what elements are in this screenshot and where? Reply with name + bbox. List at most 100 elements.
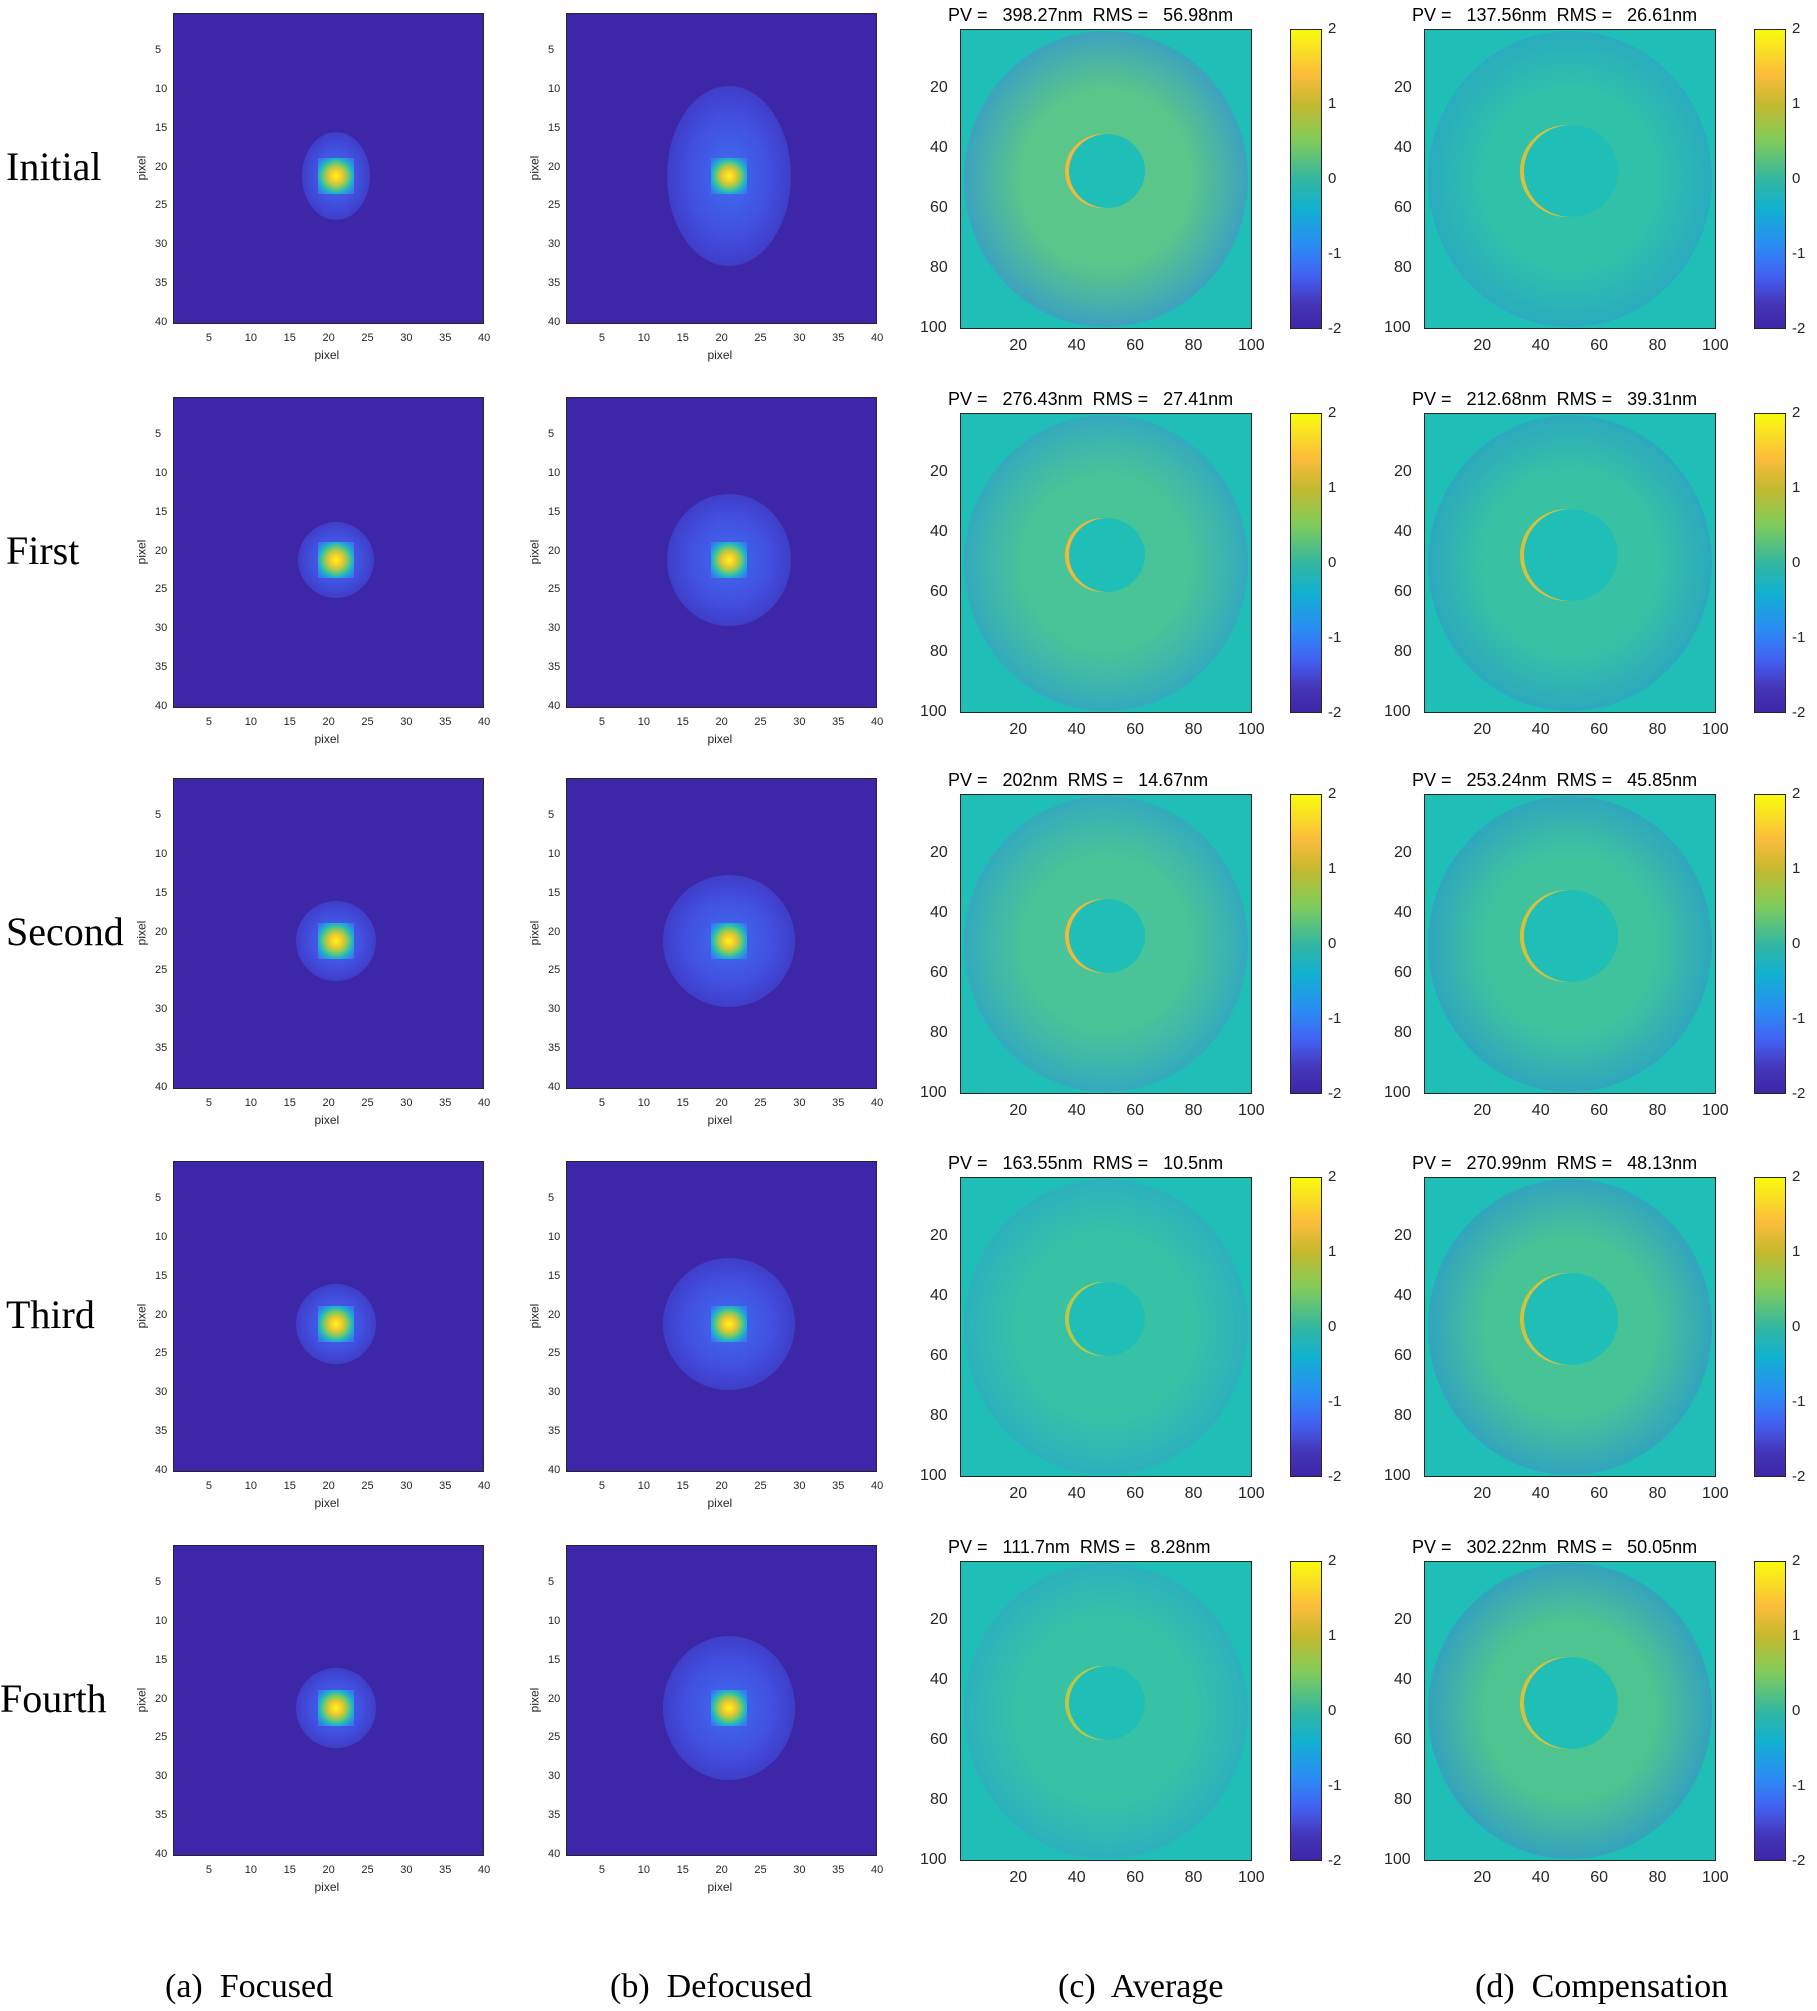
y-tick: 25: [155, 199, 168, 212]
x-tick: 80: [1648, 1869, 1667, 1886]
x-tick: 20: [715, 332, 728, 344]
x-axis-label: pixel: [314, 348, 340, 362]
x-tick: 20: [1009, 1485, 1028, 1502]
y-tick: 20: [548, 1308, 561, 1321]
average-title: PV = 276.43nm RMS = 27.41nm: [948, 389, 1234, 409]
x-tick: 20: [715, 1864, 728, 1876]
x-tick: 25: [361, 1864, 374, 1876]
x-axis-label: pixel: [314, 1880, 340, 1894]
x-tick: 15: [676, 1864, 689, 1876]
y-tick: 100: [1384, 1084, 1411, 1101]
x-tick: 5: [598, 332, 605, 344]
central-obscuration: [1524, 1273, 1618, 1365]
y-tick: 100: [1384, 703, 1411, 720]
y-tick: 20: [1394, 1611, 1412, 1628]
y-tick: 20: [548, 544, 561, 557]
y-tick: 20: [155, 925, 168, 938]
average-wavefront-map: [960, 413, 1252, 713]
y-tick: 15: [548, 1269, 561, 1282]
y-tick: 40: [548, 316, 561, 328]
colorbar-tick: -2: [1792, 1085, 1806, 1102]
x-tick: 40: [1531, 1485, 1550, 1502]
colorbar-tick: -2: [1792, 1468, 1806, 1485]
y-tick: 40: [548, 1848, 561, 1860]
compensation-wavefront-map: [1424, 794, 1716, 1094]
psf-peak: [317, 157, 354, 194]
x-tick: 40: [1067, 1485, 1086, 1502]
x-tick: 60: [1126, 1485, 1144, 1502]
psf-peak: [317, 922, 354, 959]
x-tick: 80: [1184, 1485, 1203, 1502]
y-tick: 100: [1384, 319, 1411, 336]
y-tick: 15: [155, 886, 168, 899]
row-label: Fourth: [0, 1676, 107, 1721]
x-tick: 25: [754, 1097, 767, 1109]
colorbar-tick: 2: [1792, 20, 1801, 37]
y-tick: 60: [930, 1731, 948, 1748]
x-tick: 100: [1238, 1869, 1265, 1886]
x-tick: 40: [1531, 1102, 1550, 1119]
x-tick: 25: [754, 1864, 767, 1876]
y-tick: 10: [548, 466, 561, 479]
row-label: Third: [6, 1292, 95, 1337]
x-tick: 30: [400, 1097, 413, 1109]
x-tick: 80: [1184, 721, 1203, 738]
psf-peak: [710, 1689, 747, 1726]
y-tick: 15: [548, 121, 561, 134]
compensation-wavefront-map: [1424, 1561, 1716, 1861]
average-title: PV = 163.55nm RMS = 10.5nm: [948, 1153, 1224, 1173]
y-tick: 20: [548, 160, 561, 173]
y-tick: 40: [1394, 904, 1412, 921]
y-tick: 25: [155, 583, 168, 596]
x-tick: 25: [754, 332, 767, 344]
y-tick: 80: [1394, 643, 1412, 660]
y-tick: 40: [548, 1464, 561, 1476]
focused-psf-image: [173, 778, 484, 1089]
y-tick: 40: [1394, 139, 1412, 156]
compensation-title: PV = 212.68nm RMS = 39.31nm: [1412, 389, 1698, 409]
x-tick: 30: [793, 716, 806, 728]
x-tick: 25: [361, 1097, 374, 1109]
focused-psf-image: [173, 1545, 484, 1856]
colorbar-tick: -1: [1328, 1777, 1342, 1794]
y-tick: 5: [548, 1575, 555, 1588]
x-tick: 20: [1009, 1869, 1028, 1886]
x-tick: 20: [1473, 1869, 1492, 1886]
y-tick: 30: [155, 622, 168, 635]
compensation-colorbar: [1754, 413, 1786, 713]
average-colorbar: [1290, 794, 1322, 1094]
compensation-colorbar: [1754, 794, 1786, 1094]
y-tick: 40: [930, 1287, 948, 1304]
x-axis-label: pixel: [707, 1496, 733, 1510]
x-tick: 20: [715, 716, 728, 728]
y-tick: 100: [920, 703, 947, 720]
focused-psf-image: [173, 397, 484, 708]
colorbar-tick: -1: [1792, 245, 1806, 262]
x-tick: 10: [244, 716, 257, 728]
x-tick: 35: [832, 1480, 845, 1492]
x-tick: 100: [1702, 337, 1729, 354]
y-tick: 60: [930, 199, 948, 216]
x-tick: 30: [400, 716, 413, 728]
x-tick: 25: [361, 332, 374, 344]
colorbar-tick: 1: [1792, 860, 1801, 877]
central-obscuration: [1069, 134, 1145, 208]
y-tick: 35: [548, 1042, 561, 1055]
x-tick: 5: [205, 1480, 212, 1492]
row-label: Initial: [6, 144, 102, 189]
y-tick: 60: [1394, 199, 1412, 216]
average-title: PV = 111.7nm RMS = 8.28nm: [948, 1537, 1211, 1557]
x-tick: 30: [793, 1864, 806, 1876]
x-tick: 10: [637, 1864, 650, 1876]
y-tick: 10: [155, 466, 168, 479]
y-tick: 20: [930, 79, 948, 96]
x-tick: 40: [1067, 1869, 1086, 1886]
compensation-title: PV = 270.99nm RMS = 48.13nm: [1412, 1153, 1698, 1173]
psf-peak: [710, 922, 747, 959]
focused-psf-image: [173, 13, 484, 324]
x-tick: 20: [1009, 337, 1028, 354]
y-axis-label: pixel: [527, 539, 542, 564]
y-tick: 60: [930, 1347, 948, 1364]
x-tick: 35: [439, 1864, 452, 1876]
x-tick: 40: [871, 1480, 884, 1492]
